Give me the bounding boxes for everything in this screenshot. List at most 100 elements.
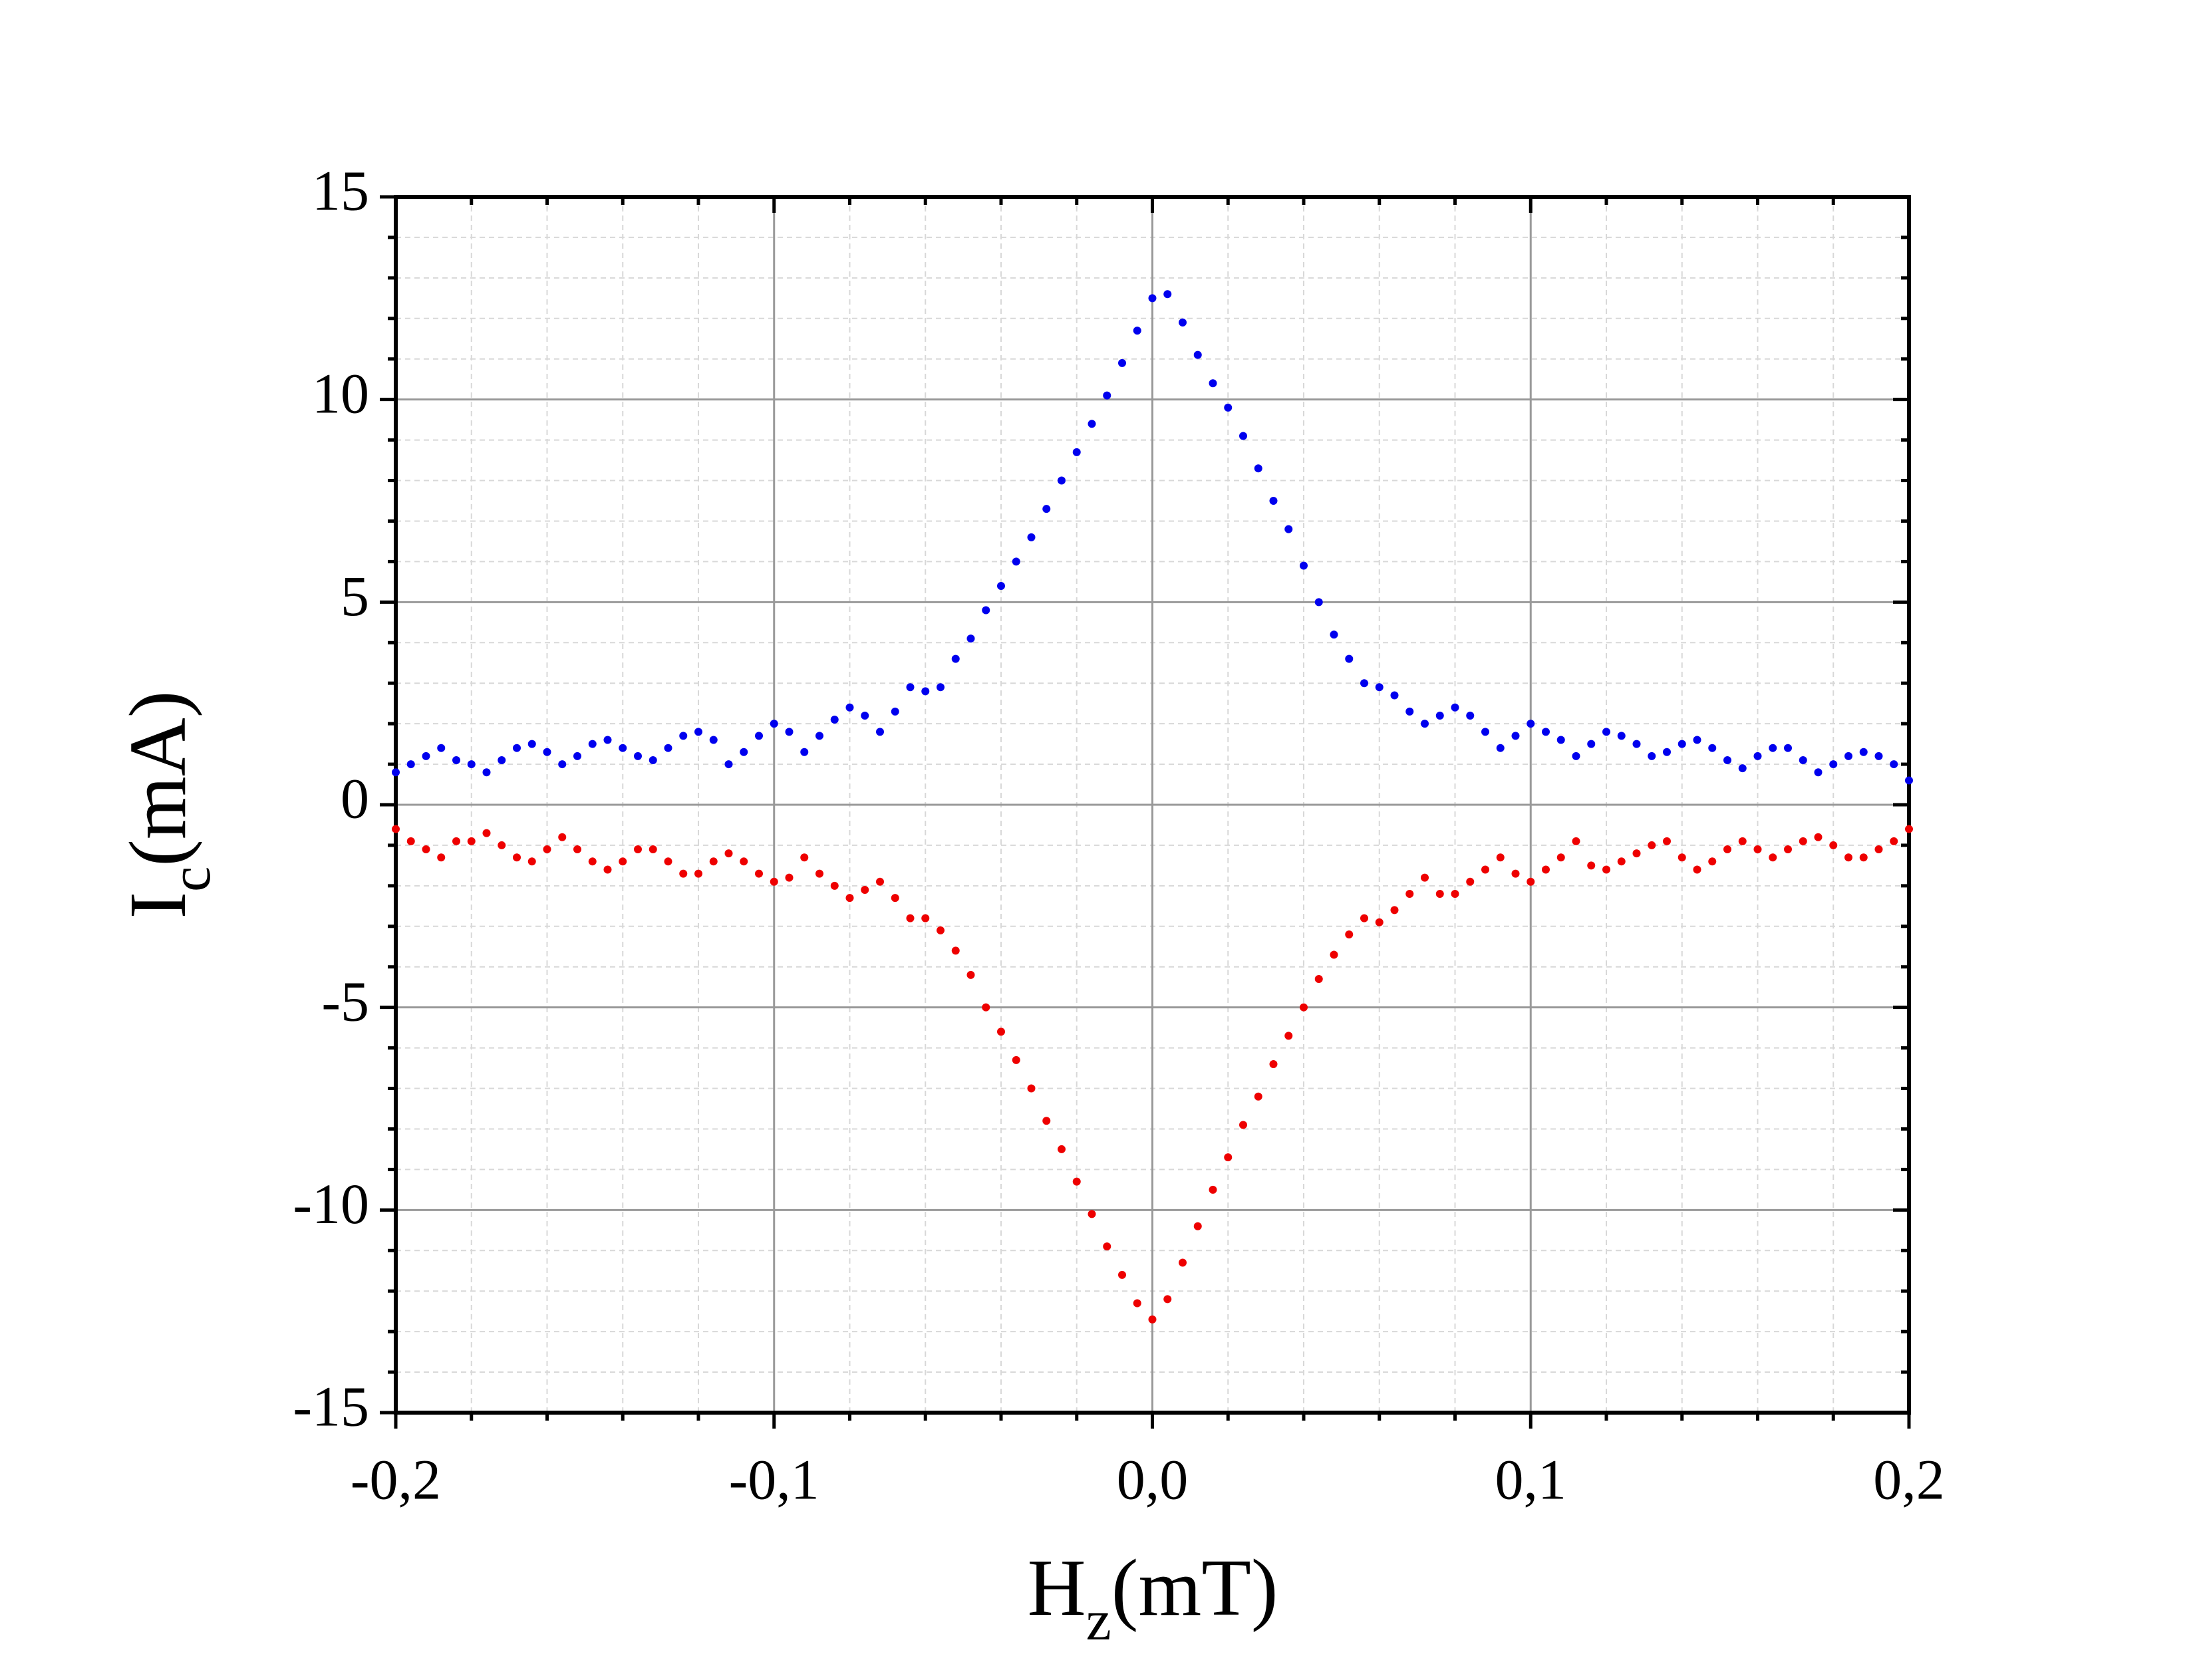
data-point [1042, 505, 1051, 513]
data-point [830, 716, 839, 724]
data-point [452, 837, 460, 845]
data-point [1451, 703, 1459, 712]
data-point [558, 760, 567, 769]
data-point [1769, 853, 1777, 862]
data-point [966, 634, 975, 643]
data-point [724, 760, 733, 769]
data-point [906, 914, 915, 922]
data-point [1481, 865, 1489, 874]
data-point [1602, 728, 1610, 736]
data-point [921, 687, 930, 696]
data-point [1254, 1092, 1262, 1101]
data-point [755, 732, 763, 740]
data-point [1738, 764, 1747, 773]
data-point [770, 877, 778, 886]
data-point [437, 744, 446, 752]
data-point [724, 849, 733, 858]
y-tick-label: 5 [341, 564, 369, 628]
data-point [1693, 865, 1701, 874]
y-label-main: I [113, 892, 203, 919]
data-point [1421, 873, 1429, 882]
data-point [1496, 744, 1505, 752]
data-point [1784, 744, 1792, 752]
data-point [1027, 1084, 1036, 1093]
data-point [1859, 853, 1868, 862]
y-label-unit: (mA) [113, 690, 203, 866]
data-point [1405, 890, 1414, 899]
data-point [1556, 736, 1565, 744]
data-point [1511, 869, 1520, 878]
data-point [1239, 1121, 1247, 1129]
data-point [1193, 1222, 1202, 1230]
data-point [543, 748, 551, 756]
data-point [845, 894, 854, 903]
x-tick-label: -0,1 [729, 1448, 819, 1512]
data-point [937, 926, 945, 934]
data-point [1874, 752, 1883, 760]
data-point [406, 837, 415, 845]
data-point [1663, 837, 1671, 845]
data-point [1678, 740, 1686, 748]
data-point [1648, 841, 1656, 849]
data-point [603, 865, 612, 874]
data-point [437, 853, 446, 862]
data-point [588, 857, 597, 866]
data-point [1466, 877, 1475, 886]
data-point [1542, 865, 1550, 874]
data-point [755, 869, 763, 878]
data-point [634, 845, 642, 854]
data-point [1632, 740, 1641, 748]
data-point [1799, 837, 1807, 845]
data-point [1360, 679, 1368, 688]
y-tick-label: 0 [341, 767, 369, 831]
data-point [709, 857, 718, 866]
data-point [694, 728, 702, 736]
data-point [1587, 740, 1596, 748]
data-point [1269, 1059, 1278, 1068]
x-tick-label: 0,2 [1873, 1448, 1945, 1512]
data-point [1284, 1032, 1293, 1040]
data-point [815, 869, 823, 878]
data-point [1133, 1299, 1141, 1308]
data-point [1148, 294, 1157, 303]
data-point [1723, 756, 1731, 764]
data-point [1542, 728, 1550, 736]
data-point [1375, 918, 1384, 926]
data-point [1209, 379, 1217, 388]
data-point [1829, 760, 1838, 769]
data-point [1193, 350, 1202, 359]
data-point [906, 683, 915, 692]
data-point [1421, 720, 1429, 728]
data-point [1239, 432, 1247, 440]
data-point [1390, 906, 1399, 914]
data-point [1511, 732, 1520, 740]
data-point [1072, 1177, 1081, 1186]
data-point [422, 752, 430, 760]
data-point [861, 711, 869, 720]
data-point [1012, 1055, 1020, 1064]
data-point [467, 760, 476, 769]
data-point [785, 728, 794, 736]
data-point [1527, 877, 1535, 886]
y-axis-label: Ic(mA) [113, 690, 222, 918]
data-point [1829, 841, 1838, 849]
data-point [800, 853, 809, 862]
data-point [1118, 1270, 1126, 1279]
data-point [664, 744, 672, 752]
data-point [649, 845, 657, 854]
data-point [694, 869, 702, 878]
y-tick-label: -5 [321, 969, 369, 1033]
data-point [951, 654, 960, 663]
data-point [392, 825, 400, 833]
data-point [1708, 857, 1717, 866]
data-point [634, 752, 642, 760]
data-point [1133, 327, 1141, 335]
data-point [1224, 403, 1233, 412]
data-point [740, 748, 748, 756]
data-point [527, 857, 536, 866]
data-point [1496, 853, 1505, 862]
x-tick-label: -0,2 [351, 1448, 441, 1512]
data-point [619, 744, 627, 752]
y-tick-label: 10 [312, 361, 369, 425]
data-point [1648, 752, 1656, 760]
